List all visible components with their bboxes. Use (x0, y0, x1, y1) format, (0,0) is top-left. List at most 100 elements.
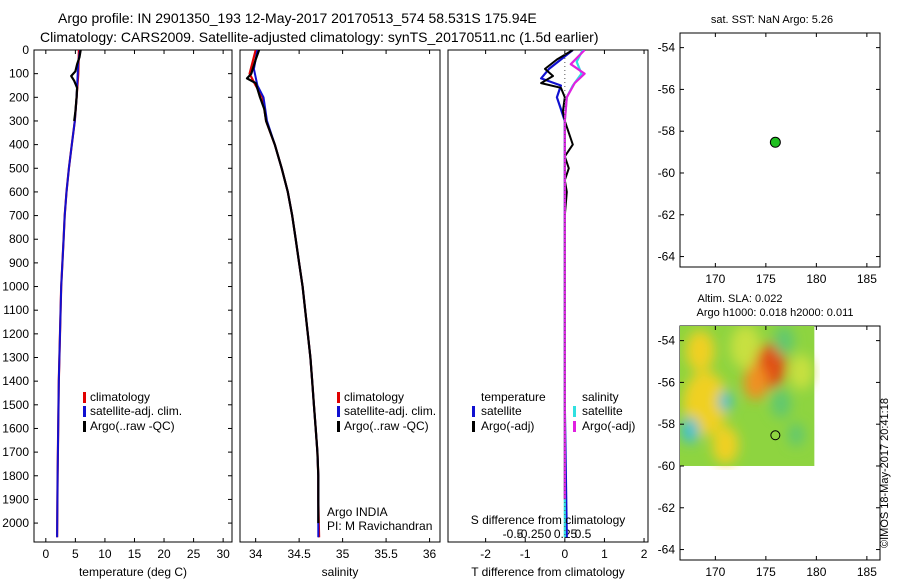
temperature-x-tick-label: 30 (216, 547, 230, 561)
depth-tick-label: 1300 (2, 351, 29, 365)
sla-map-x-tick-label: 185 (857, 565, 877, 579)
temperature-xlabel: temperature (deg C) (79, 565, 187, 579)
float-program-label: Argo INDIA (327, 505, 388, 519)
legend-title-salinity: salinity (582, 390, 619, 404)
sst-map-tick-labels: 170 175 180 185 -54 -56 -58 -60 -62 -64 (658, 33, 880, 286)
sla-field-blob (712, 426, 739, 465)
sla-map-y-tick-label: -54 (658, 334, 676, 348)
sla-map-y-tick-label: -60 (658, 459, 676, 473)
sla-field-blob (743, 364, 768, 400)
legend-swatch-climatology (83, 392, 86, 403)
header-line-2: Climatology: CARS2009. Satellite-adjuste… (40, 29, 598, 45)
legend-label-s-argo: Argo(-adj) (582, 419, 635, 433)
legend-label-argo: Argo(..raw -QC) (90, 419, 175, 433)
s-difference-tick-label: -0.25 (517, 527, 545, 541)
legend-swatch-s-argo (573, 421, 576, 432)
sla-map-title-2: Argo h1000: 0.018 h2000: 0.011 (697, 307, 854, 319)
depth-tick-label: 400 (9, 138, 29, 152)
legend-swatch-s-satellite (573, 406, 576, 417)
temperature-x-tick-label: 20 (157, 547, 171, 561)
depth-tick-label: 1500 (2, 398, 29, 412)
legend-label-s-satellite: satellite (582, 404, 623, 418)
sla-field-blob (788, 422, 805, 447)
salinity-panel: 34 34.5 35 35.5 36 salinity climatology sate… (239, 49, 441, 579)
salinity-x-tick-label: 34 (249, 547, 263, 561)
legend-label-satellite: satellite-adj. clim. (344, 404, 436, 418)
sst-map-frame (679, 32, 881, 268)
sst-map-markers (769, 136, 781, 148)
depth-tick-label: 1600 (2, 421, 29, 435)
salinity-x-tick-label: 35.5 (374, 547, 398, 561)
difference-legend: temperature salinity satellite Argo(-adj… (472, 390, 635, 433)
sla-field-blob (718, 390, 733, 412)
sla-map-tick-labels: 170 175 180 185 -54 -56 -58 -60 -62 -64 (658, 326, 880, 579)
depth-tick-label: 700 (9, 209, 29, 223)
depth-tick-label: 1100 (3, 303, 29, 317)
t-difference-series-line-0 (539, 50, 574, 538)
legend-label-satellite: satellite-adj. clim. (90, 404, 182, 418)
difference-panel: -2 -1 0 1 2 -0.5-0.25 0 0.250.5 S difference f… (447, 49, 649, 579)
depth-tick-label: 300 (9, 114, 29, 128)
legend-swatch-t-argo (472, 421, 475, 432)
sst-map-y-tick-label: -56 (658, 82, 676, 96)
sst-map-y-tick-label: -54 (658, 41, 676, 55)
temperature-panel: 0100200300400500600700800900100011001200… (2, 43, 233, 579)
salinity-tick-labels: 34 34.5 35 35.5 36 (249, 50, 437, 561)
s-difference-tick-labels: -0.5-0.25 0 0.250.5 (503, 527, 592, 541)
sla-field-blob (730, 326, 761, 369)
depth-tick-label: 2000 (2, 516, 29, 530)
sla-heatmap (680, 326, 815, 466)
t-difference-series-line-2 (563, 50, 584, 538)
s-difference-title: S difference from climatology (471, 513, 626, 527)
sla-map-y-tick-label: -56 (658, 375, 676, 389)
temperature-legend: climatology satellite-adj. clim. Argo(..… (83, 390, 182, 433)
legend-label-t-argo: Argo(-adj) (481, 419, 534, 433)
temperature-x-tick-label: 5 (72, 547, 79, 561)
sla-map-y-tick-label: -64 (658, 543, 676, 557)
legend-swatch-t-satellite (472, 406, 475, 417)
t-difference-x-tick-label: 2 (641, 547, 648, 561)
sst-map-panel: sat. SST: NaN Argo: 5.26 170 175 180 185 -54… (658, 14, 881, 286)
sla-field-blob (773, 326, 795, 356)
t-difference-series-line-3 (563, 50, 586, 500)
sla-field-blob (681, 417, 700, 444)
depth-tick-label: 1900 (2, 492, 29, 506)
header-line-1: Argo profile: IN 2901350_193 12-May-2017… (58, 10, 537, 26)
sst-map-y-tick-label: -64 (658, 250, 676, 264)
salinity-series-line-1 (252, 50, 320, 538)
temperature-axes-frame (33, 49, 233, 543)
salinity-series-line-2 (245, 50, 320, 524)
depth-tick-label: 1000 (2, 280, 29, 294)
depth-tick-label: 1400 (2, 374, 29, 388)
temperature-x-tick-label: 10 (98, 547, 112, 561)
legend-label-climatology: climatology (344, 390, 404, 404)
t-difference-x-tick-label: -1 (520, 547, 531, 561)
t-difference-x-tick-label: 1 (601, 547, 608, 561)
temperature-series (56, 50, 82, 538)
legend-label-argo: Argo(..raw -QC) (344, 419, 429, 433)
salinity-x-tick-label: 34.5 (287, 547, 311, 561)
depth-tick-label: 900 (9, 256, 29, 270)
legend-swatch-climatology (337, 392, 340, 403)
sst-map-argo-position-marker (769, 136, 781, 148)
legend-label-t-satellite: satellite (481, 404, 522, 418)
depth-tick-label: 0 (22, 43, 29, 57)
depth-tick-label: 100 (9, 67, 29, 81)
t-difference-tick-labels: -2 -1 0 1 2 (480, 50, 648, 561)
salinity-series (245, 50, 321, 538)
sla-map-x-tick-label: 180 (806, 565, 826, 579)
legend-title-temperature: temperature (481, 390, 546, 404)
float-pi-label: PI: M Ravichandran (327, 519, 432, 533)
sla-map-x-tick-label: 175 (756, 565, 776, 579)
t-difference-x-tick-label: 0 (561, 547, 568, 561)
difference-series (539, 50, 586, 542)
sla-map-panel: Altim. SLA: 0.022 Argo h1000: 0.018 h200… (658, 293, 881, 579)
legend-swatch-argo (337, 421, 340, 432)
depth-tick-label: 1700 (2, 445, 29, 459)
depth-tick-label: 500 (9, 161, 29, 175)
depth-tick-label: 1800 (2, 469, 29, 483)
imos-credit: ©IMOS 18-May-2017 20:41:18 (879, 398, 891, 548)
depth-tick-label: 800 (9, 232, 29, 246)
salinity-legend: climatology satellite-adj. clim. Argo(..… (337, 390, 436, 433)
